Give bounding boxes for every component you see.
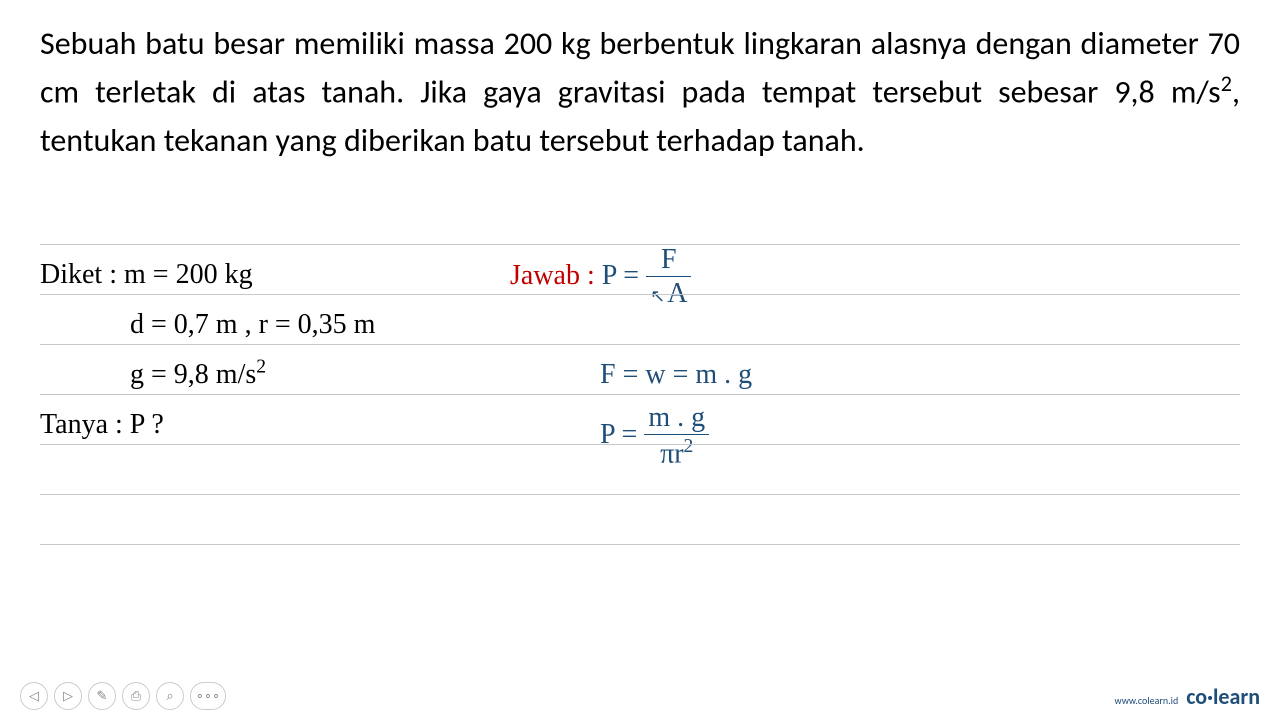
brand-logo: co·learn bbox=[1186, 683, 1260, 710]
pen-button[interactable]: ✎ bbox=[88, 682, 116, 710]
prev-button[interactable]: ◁ bbox=[20, 682, 48, 710]
controls-group: ◁ ▷ ✎ ⎙ ⌕ ∘∘∘ bbox=[20, 682, 226, 710]
problem-statement: Sebuah batu besar memiliki massa 200 kg … bbox=[40, 20, 1240, 165]
doc-button[interactable]: ⎙ bbox=[122, 682, 150, 710]
brand-area: www.colearn.id co·learn bbox=[1115, 683, 1261, 710]
zoom-button[interactable]: ⌕ bbox=[156, 682, 184, 710]
footer-bar: ◁ ▷ ✎ ⎙ ⌕ ∘∘∘ www.colearn.id co·learn bbox=[0, 682, 1280, 710]
brand-url: www.colearn.id bbox=[1115, 694, 1179, 707]
more-button[interactable]: ∘∘∘ bbox=[190, 682, 226, 710]
worksheet-area: Diket : m = 200 kg Jawab : P = F ↖A bbox=[40, 195, 1240, 545]
next-button[interactable]: ▷ bbox=[54, 682, 82, 710]
